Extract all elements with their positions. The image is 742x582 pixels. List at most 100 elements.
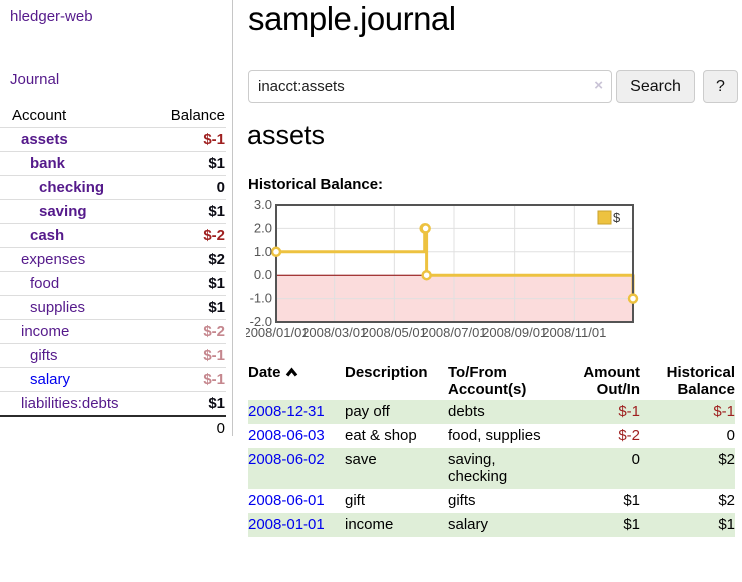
account-row: salary $-1 <box>0 367 226 392</box>
accounts-total: 0 <box>154 415 226 440</box>
transaction-amount: $-2 <box>618 427 640 444</box>
svg-text:2008/01/01: 2008/01/01 <box>246 325 309 340</box>
sidebar: hledger-web Journal Account Balance asse… <box>0 0 233 440</box>
historical-balance-chart: $3.0 2.0 1.0 0.0 -1.0 -2.0 2008/01/01 2008/03/0… <box>243 197 742 348</box>
transaction-row: 2008-06-01 gift gifts $1 $2 <box>248 489 735 513</box>
svg-text:0.0: 0.0 <box>254 267 272 282</box>
transaction-accounts: debts <box>448 403 485 420</box>
account-link[interactable]: checking <box>39 179 105 196</box>
help-button[interactable]: ? <box>703 70 738 103</box>
accounts-header: Account <box>0 104 155 128</box>
transaction-date-link[interactable]: 2008-06-02 <box>248 451 325 468</box>
account-balance: $1 <box>208 155 225 172</box>
account-balance: $-2 <box>203 323 225 340</box>
account-row: income $-2 <box>0 319 226 344</box>
transaction-amount: $-1 <box>618 403 640 420</box>
svg-text:2008/09/01: 2008/09/01 <box>482 325 547 340</box>
transaction-row: 2008-01-01 income salary $1 $1 <box>248 513 735 537</box>
search-button[interactable]: Search <box>616 70 695 103</box>
account-balance: $1 <box>208 203 225 220</box>
balance-header: Balance <box>154 104 226 128</box>
account-balance: $1 <box>208 299 225 316</box>
svg-text:2.0: 2.0 <box>254 220 272 235</box>
account-row: saving $1 <box>0 199 226 224</box>
account-link[interactable]: expenses <box>21 251 86 268</box>
account-row: cash $-2 <box>0 223 226 248</box>
transaction-balance: 0 <box>726 427 735 444</box>
svg-text:-2.0: -2.0 <box>250 314 272 329</box>
sort-ascending-icon <box>285 364 298 381</box>
transaction-row: 2008-12-31 pay off debts $-1 $-1 <box>248 400 735 424</box>
account-row: gifts $-1 <box>0 343 226 368</box>
transaction-row: 2008-06-02 save saving, checking 0 $2 <box>248 448 735 489</box>
transaction-amount: $1 <box>623 516 640 533</box>
transaction-balance: $1 <box>718 516 735 533</box>
account-link[interactable]: bank <box>30 155 66 172</box>
transaction-description: income <box>345 516 394 533</box>
page-title: sample.journal <box>248 0 456 37</box>
transaction-date-link[interactable]: 2008-01-01 <box>248 516 325 533</box>
account-link[interactable]: salary <box>30 371 71 388</box>
svg-text:1.0: 1.0 <box>254 244 272 259</box>
app-title-link[interactable]: hledger-web <box>10 8 93 25</box>
transaction-date-link[interactable]: 2008-06-01 <box>248 492 325 509</box>
search-input[interactable] <box>248 70 612 103</box>
account-row: bank $1 <box>0 151 226 176</box>
account-balance: $1 <box>208 275 225 292</box>
account-row: assets $-1 <box>0 128 226 152</box>
svg-text:$: $ <box>613 210 621 225</box>
transaction-amount: $1 <box>623 492 640 509</box>
transaction-description: pay off <box>345 403 390 420</box>
svg-text:3.0: 3.0 <box>254 200 272 212</box>
transaction-balance: $2 <box>718 451 735 468</box>
account-row: supplies $1 <box>0 295 226 320</box>
transaction-amount: 0 <box>631 451 640 468</box>
svg-text:2008/07/01: 2008/07/01 <box>421 325 486 340</box>
account-balance: $-1 <box>203 131 225 148</box>
transaction-description: eat & shop <box>345 427 417 444</box>
column-header-amount: Amount Out/In <box>583 364 640 398</box>
transactions-table: Date Description To/From Account(s) Amou… <box>248 362 735 537</box>
accounts-table: Account Balance assets $-1 bank $1 check… <box>0 104 226 440</box>
account-link[interactable]: saving <box>39 203 87 220</box>
account-balance: $-2 <box>203 227 225 244</box>
transaction-description: gift <box>345 492 366 509</box>
column-header-date[interactable]: Date <box>248 362 345 400</box>
account-balance: $2 <box>208 251 225 268</box>
sidebar-item-journal[interactable]: Journal <box>10 71 60 88</box>
svg-text:2008/03/01: 2008/03/01 <box>302 325 367 340</box>
transaction-date-link[interactable]: 2008-12-31 <box>248 403 325 420</box>
column-header-accounts: To/From Account(s) <box>448 364 527 398</box>
accounts-total-row: 0 <box>0 415 226 440</box>
transaction-accounts: saving, checking <box>448 451 508 485</box>
svg-text:2008/11/01: 2008/11/01 <box>542 325 606 340</box>
account-row: expenses $2 <box>0 247 226 272</box>
transaction-accounts: salary <box>448 516 489 533</box>
transaction-balance: $-1 <box>713 403 735 420</box>
transaction-description: save <box>345 451 377 468</box>
account-link[interactable]: gifts <box>30 347 58 364</box>
clear-search-icon[interactable]: × <box>594 77 603 94</box>
column-header-balance: Historical Balance <box>666 364 735 398</box>
account-balance: $1 <box>208 395 225 412</box>
account-link[interactable]: cash <box>30 227 65 244</box>
transaction-accounts: gifts <box>448 492 476 509</box>
transaction-accounts: food, supplies <box>448 427 541 444</box>
chart-title: Historical Balance: <box>248 176 384 193</box>
account-balance: $-1 <box>203 347 225 364</box>
account-link[interactable]: food <box>30 275 60 292</box>
account-row: liabilities:debts $1 <box>0 391 226 416</box>
transaction-row: 2008-06-03 eat & shop food, supplies $-2… <box>248 424 735 448</box>
column-header-description: Description <box>345 364 428 381</box>
svg-text:2008/05/01: 2008/05/01 <box>362 325 427 340</box>
account-link[interactable]: income <box>21 323 70 340</box>
transaction-date-link[interactable]: 2008-06-03 <box>248 427 325 444</box>
account-balance: 0 <box>216 179 225 196</box>
account-row: checking 0 <box>0 175 226 200</box>
account-link[interactable]: assets <box>21 131 68 148</box>
search-form: × Search ? <box>248 70 738 103</box>
account-link[interactable]: liabilities:debts <box>21 395 119 412</box>
account-balance: $-1 <box>203 371 225 388</box>
transaction-balance: $2 <box>718 492 735 509</box>
account-link[interactable]: supplies <box>30 299 86 316</box>
